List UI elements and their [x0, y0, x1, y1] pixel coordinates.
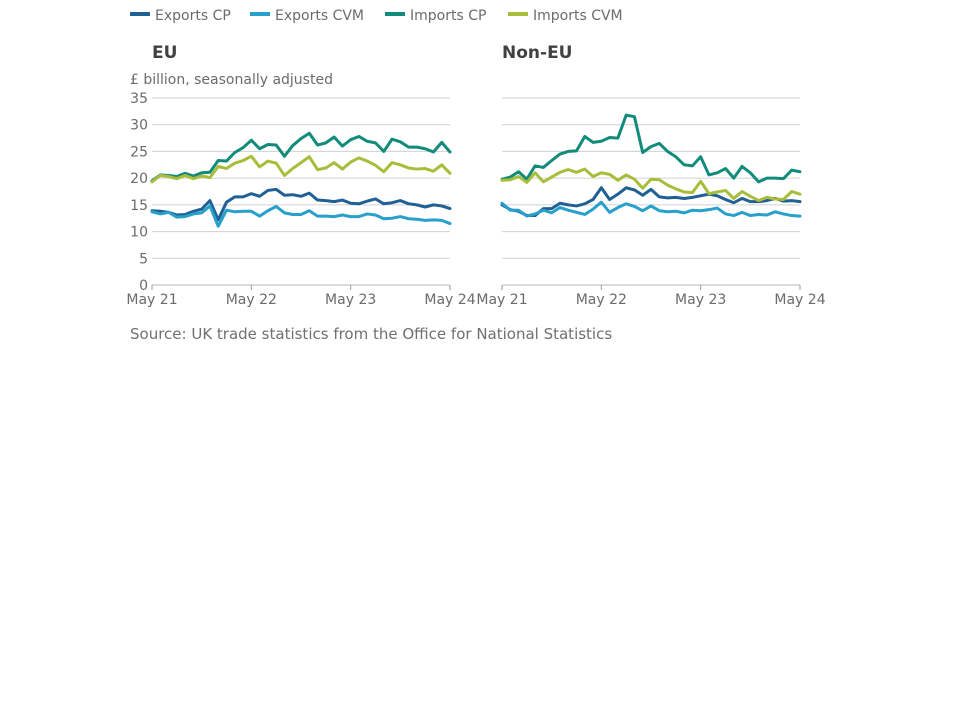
series-line-exports-cvm	[500, 200, 802, 218]
legend-label: Exports CVM	[275, 8, 364, 24]
x-tick-label: May 24	[774, 292, 825, 308]
y-axis-label: £ billion, seasonally adjusted	[130, 72, 333, 88]
x-tick-label: May 22	[226, 292, 277, 308]
y-tick-label: 20	[130, 171, 148, 187]
x-tick-label: May 23	[325, 292, 376, 308]
y-tick-label: 35	[130, 91, 148, 107]
x-tick-label: May 22	[576, 292, 627, 308]
legend-label: Imports CVM	[533, 8, 623, 24]
y-tick-label: 30	[130, 118, 148, 134]
y-tick-label: 5	[139, 251, 148, 267]
panel-title: Non-EU	[502, 43, 572, 63]
series-line-exports-cvm	[150, 204, 452, 228]
series-line-exports-cp	[150, 187, 452, 222]
y-tick-label: 10	[130, 225, 148, 241]
series-line-exports-cp	[500, 186, 802, 218]
series-line-imports-cp	[500, 113, 802, 184]
x-tick-label: May 23	[675, 292, 726, 308]
series-line-imports-cvm	[500, 167, 802, 203]
series-line-imports-cvm	[150, 154, 452, 184]
y-tick-label: 0	[139, 278, 148, 294]
source-note: Source: UK trade statistics from the Off…	[130, 325, 613, 343]
legend-label: Imports CP	[410, 8, 486, 24]
x-tick-label: May 24	[424, 292, 475, 308]
y-tick-label: 15	[130, 198, 148, 214]
x-tick-label: May 21	[126, 292, 177, 308]
series-line-imports-cp	[150, 131, 452, 183]
legend-label: Exports CP	[155, 8, 231, 24]
y-tick-label: 25	[130, 144, 148, 160]
x-tick-label: May 21	[476, 292, 527, 308]
panel-title: EU	[152, 43, 177, 63]
